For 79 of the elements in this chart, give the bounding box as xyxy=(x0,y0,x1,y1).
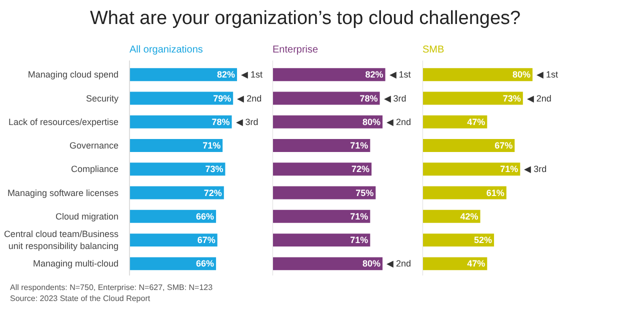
data-label: 71% xyxy=(350,212,368,222)
bar xyxy=(422,68,533,82)
data-label: 71% xyxy=(350,235,368,246)
data-label: 78% xyxy=(360,93,378,104)
y-tick-label: Compliance xyxy=(70,164,119,174)
annotation: ◀ 1st xyxy=(241,70,264,80)
y-tick-label: Security xyxy=(86,93,119,104)
data-label: 42% xyxy=(460,212,478,222)
bar xyxy=(422,210,480,224)
bar xyxy=(272,92,380,105)
y-tick-label: Governance xyxy=(69,140,118,151)
annotation: ◀ 3rd xyxy=(524,164,547,174)
data-label: 71% xyxy=(350,140,368,151)
data-label: 72% xyxy=(352,164,370,174)
bar xyxy=(130,92,234,105)
bar xyxy=(422,257,488,270)
chart-subtitle: SMB xyxy=(422,44,444,56)
bar xyxy=(422,116,488,129)
bar xyxy=(272,139,370,152)
data-label: 52% xyxy=(474,235,492,246)
y-tick-label: Managing multi-cloud xyxy=(32,258,119,269)
y-tick-label: Central cloud team/Business unit responsibility balancing xyxy=(4,229,119,252)
bar xyxy=(130,162,226,176)
bar xyxy=(130,257,216,270)
data-label: 73% xyxy=(205,164,224,174)
data-label: 80% xyxy=(512,70,531,80)
annotation: ◀ 2nd xyxy=(526,93,552,104)
bar xyxy=(130,210,216,224)
chart-subtitle: All organizations xyxy=(130,44,203,56)
annotation: ◀ 3rd xyxy=(236,117,258,128)
data-label: 47% xyxy=(467,117,486,128)
bar xyxy=(272,68,386,82)
bar xyxy=(130,186,224,200)
source-note: Source: 2023 State of the Cloud Report xyxy=(10,294,150,304)
data-label: 61% xyxy=(486,188,504,198)
data-label: 47% xyxy=(467,258,486,269)
y-tick-label: Managing software licenses xyxy=(7,188,119,198)
annotation: ◀ 2nd xyxy=(237,93,262,104)
data-label: 71% xyxy=(500,164,518,174)
data-label: 67% xyxy=(494,140,513,151)
bar xyxy=(422,162,520,176)
text: What are your organization’s top cloud challenges? xyxy=(90,7,521,31)
data-label: 82% xyxy=(217,70,236,80)
y-tick-label: Lack of resources/expertise xyxy=(8,117,119,128)
bar xyxy=(272,116,383,129)
y-tick-label: Managing cloud spend xyxy=(28,70,119,80)
data-label: 66% xyxy=(196,212,214,222)
annotation: ◀ 3rd xyxy=(384,93,406,104)
chart-subtitle: Enterprise xyxy=(272,44,319,56)
bar xyxy=(130,139,223,152)
bar xyxy=(130,68,238,82)
bar xyxy=(422,186,506,200)
bar xyxy=(272,186,376,200)
bar xyxy=(272,162,372,176)
data-label: 82% xyxy=(365,70,384,80)
data-label: 75% xyxy=(356,188,374,198)
bar xyxy=(272,234,370,247)
annotation: ◀ 2nd xyxy=(386,117,412,128)
annotation: ◀ 1st xyxy=(536,70,559,80)
data-label: 73% xyxy=(502,93,521,104)
data-label: 78% xyxy=(212,117,230,128)
bar xyxy=(272,257,383,270)
annotation: ◀ 1st xyxy=(389,70,412,80)
bar xyxy=(130,234,218,247)
data-label: 71% xyxy=(202,140,221,151)
data-label: 80% xyxy=(362,117,381,128)
bar xyxy=(422,234,494,247)
bar xyxy=(272,210,370,224)
data-label: 79% xyxy=(213,93,232,104)
bar xyxy=(422,92,523,105)
data-label: 80% xyxy=(362,258,381,269)
annotation: ◀ 2nd xyxy=(386,258,412,269)
bar xyxy=(130,116,232,129)
text: All respondents: N=750, Enterprise: N=627, SMB: N=123 xyxy=(10,283,213,292)
bar xyxy=(422,139,515,152)
data-label: 66% xyxy=(196,258,214,269)
data-label: 72% xyxy=(204,188,222,198)
y-tick-label: Cloud migration xyxy=(55,212,118,222)
data-label: 67% xyxy=(197,235,216,246)
